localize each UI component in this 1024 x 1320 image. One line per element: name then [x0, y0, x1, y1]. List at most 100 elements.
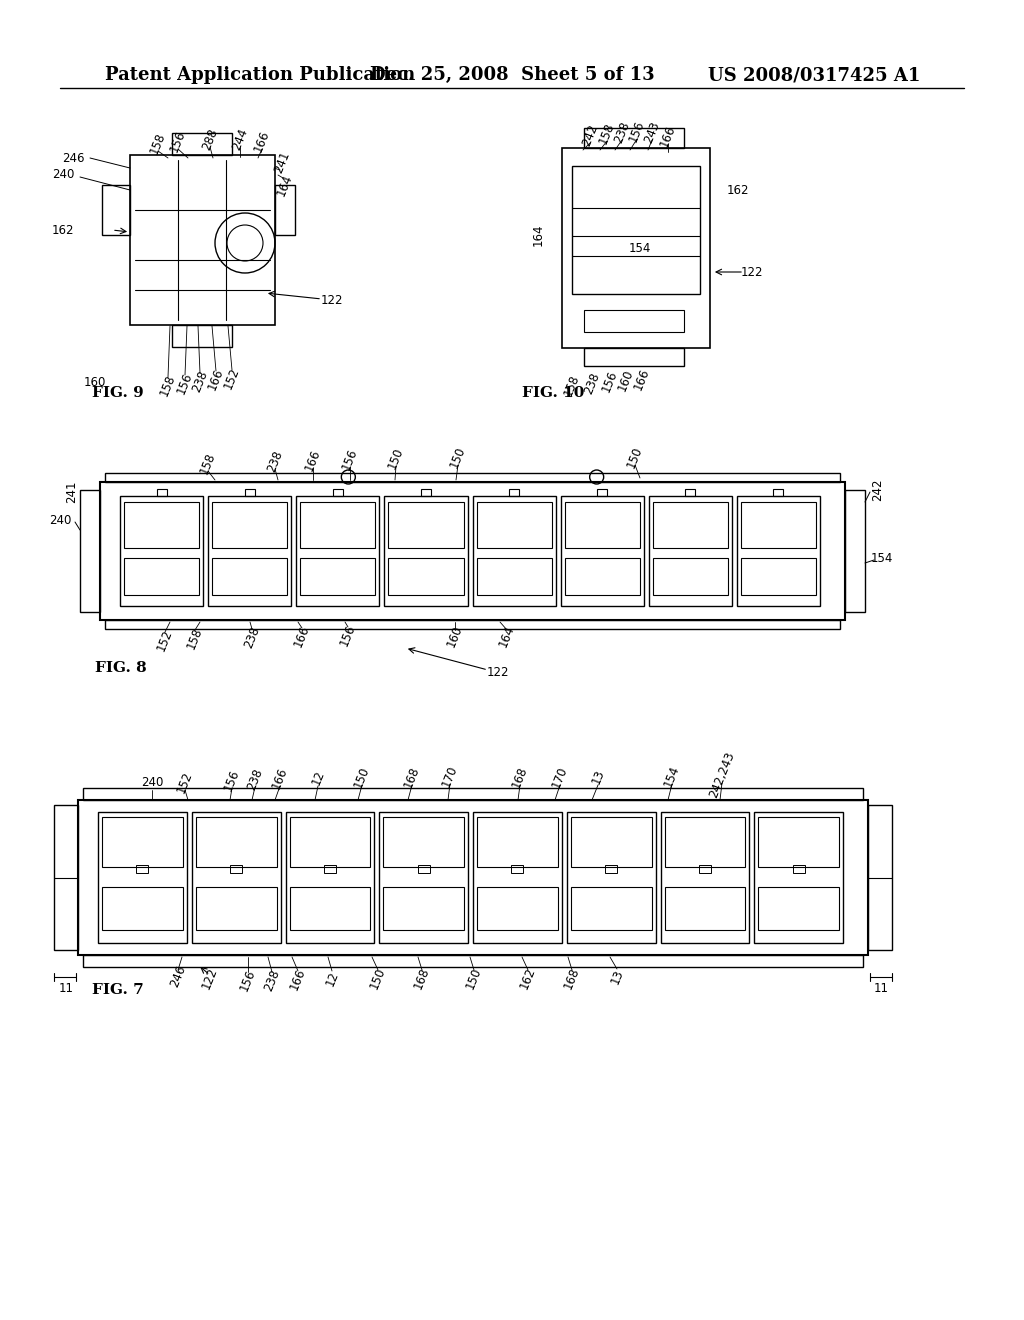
- Bar: [296, 496, 379, 606]
- Text: 243: 243: [642, 119, 663, 145]
- Text: 238: 238: [245, 766, 265, 792]
- Bar: [384, 496, 468, 606]
- Text: 158: 158: [147, 131, 168, 156]
- Text: Dec. 25, 2008  Sheet 5 of 13: Dec. 25, 2008 Sheet 5 of 13: [370, 66, 654, 84]
- Bar: [584, 128, 684, 148]
- Text: 164: 164: [497, 623, 517, 649]
- Bar: [196, 817, 276, 867]
- Bar: [584, 310, 684, 333]
- Text: 166: 166: [303, 447, 324, 473]
- Text: 238: 238: [582, 370, 602, 396]
- Text: 152: 152: [175, 770, 196, 795]
- Bar: [102, 887, 182, 929]
- Text: 158: 158: [562, 372, 583, 397]
- Text: 154: 154: [662, 763, 682, 789]
- Bar: [652, 502, 728, 548]
- Bar: [477, 887, 558, 929]
- Bar: [275, 185, 295, 235]
- Text: 242,243: 242,243: [707, 750, 737, 800]
- Bar: [208, 496, 291, 606]
- Text: Patent Application Publication: Patent Application Publication: [105, 66, 416, 84]
- Text: 170: 170: [550, 764, 570, 789]
- Text: 122: 122: [486, 665, 509, 678]
- Bar: [245, 488, 255, 496]
- Text: 122: 122: [321, 293, 343, 306]
- Text: 156: 156: [222, 767, 243, 793]
- Text: 166: 166: [269, 766, 290, 791]
- Bar: [665, 887, 745, 929]
- Bar: [102, 185, 130, 235]
- Bar: [564, 557, 640, 595]
- Bar: [300, 502, 376, 548]
- Bar: [212, 557, 288, 595]
- Text: 240: 240: [49, 513, 72, 527]
- Text: 12: 12: [324, 970, 341, 989]
- Text: 164: 164: [531, 224, 545, 247]
- Bar: [584, 348, 684, 366]
- Bar: [379, 812, 468, 942]
- Text: 158: 158: [198, 450, 218, 475]
- Text: 166: 166: [657, 123, 678, 149]
- Bar: [737, 496, 820, 606]
- Text: 162: 162: [727, 183, 750, 197]
- Text: 166: 166: [252, 128, 272, 154]
- Text: 166: 166: [206, 366, 226, 392]
- Text: 244: 244: [229, 127, 250, 152]
- Text: 150: 150: [352, 764, 372, 789]
- Text: 156: 156: [627, 119, 647, 144]
- Text: 238: 238: [611, 119, 632, 145]
- Bar: [570, 817, 651, 867]
- Text: 160: 160: [615, 367, 636, 393]
- Bar: [472, 496, 556, 606]
- Bar: [172, 133, 232, 154]
- Text: 246: 246: [61, 152, 84, 165]
- Text: 166: 166: [292, 623, 312, 649]
- Bar: [418, 865, 430, 873]
- Bar: [196, 887, 276, 929]
- Bar: [566, 812, 655, 942]
- Text: FIG. 8: FIG. 8: [95, 661, 146, 675]
- Bar: [741, 502, 816, 548]
- Text: 242: 242: [580, 123, 600, 148]
- Bar: [509, 488, 519, 496]
- Text: 166: 166: [288, 966, 308, 991]
- Bar: [570, 887, 651, 929]
- Text: 160: 160: [84, 376, 106, 389]
- Text: 162: 162: [52, 223, 75, 236]
- Bar: [230, 865, 242, 873]
- Bar: [473, 812, 562, 942]
- Bar: [83, 788, 863, 800]
- Bar: [78, 800, 868, 954]
- Text: 150: 150: [386, 445, 407, 471]
- Bar: [105, 473, 840, 482]
- Bar: [597, 488, 607, 496]
- Text: 150: 150: [368, 965, 388, 991]
- Bar: [80, 490, 100, 612]
- Bar: [124, 557, 199, 595]
- Bar: [388, 502, 464, 548]
- Text: 156: 156: [338, 622, 358, 648]
- Bar: [300, 557, 376, 595]
- Text: 13: 13: [608, 968, 626, 986]
- Bar: [572, 166, 700, 294]
- Text: 156: 156: [238, 968, 258, 993]
- Text: 164: 164: [274, 172, 295, 198]
- Text: 241: 241: [271, 149, 292, 174]
- Text: 168: 168: [562, 965, 583, 991]
- Text: 160: 160: [444, 623, 465, 649]
- Bar: [136, 865, 148, 873]
- Text: 154: 154: [629, 242, 651, 255]
- Text: 152: 152: [155, 627, 175, 653]
- Text: 158: 158: [184, 626, 205, 651]
- Bar: [560, 496, 644, 606]
- Bar: [758, 817, 839, 867]
- Text: 150: 150: [464, 965, 484, 991]
- Text: 166: 166: [632, 366, 652, 392]
- Bar: [124, 502, 199, 548]
- Bar: [845, 490, 865, 612]
- Bar: [698, 865, 711, 873]
- Text: 150: 150: [447, 445, 468, 470]
- Bar: [741, 557, 816, 595]
- Text: 168: 168: [412, 965, 432, 991]
- Text: 242: 242: [871, 479, 885, 502]
